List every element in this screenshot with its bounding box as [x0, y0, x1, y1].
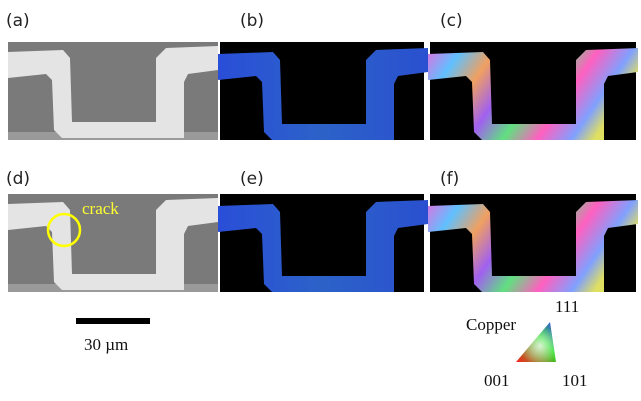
ipf-map	[428, 42, 638, 140]
sem-image: crack	[8, 194, 218, 292]
annotation: crack	[82, 199, 119, 218]
panel-label: (f)	[440, 169, 459, 189]
sem-image	[8, 42, 218, 140]
figure: (a) (b) (c) (d) (e) (f) crack 30 µm	[0, 0, 641, 401]
kam-map	[218, 42, 428, 140]
legend-corner: 111	[555, 297, 579, 316]
scale-label: 30 µm	[84, 335, 128, 354]
panel-label: (d)	[6, 169, 30, 189]
panel-label: (a)	[6, 11, 30, 31]
legend-corner: 001	[484, 371, 510, 390]
kam-map	[218, 194, 428, 292]
panel-label: (c)	[440, 11, 463, 31]
ipf-legend: Copper 111 001 101	[466, 297, 588, 390]
panel-label: (e)	[240, 169, 264, 189]
ipf-map	[428, 194, 638, 292]
panel-label: (b)	[240, 11, 264, 31]
scale-bar	[76, 318, 150, 324]
legend-corner: 101	[562, 371, 588, 390]
legend-material: Copper	[466, 315, 516, 334]
